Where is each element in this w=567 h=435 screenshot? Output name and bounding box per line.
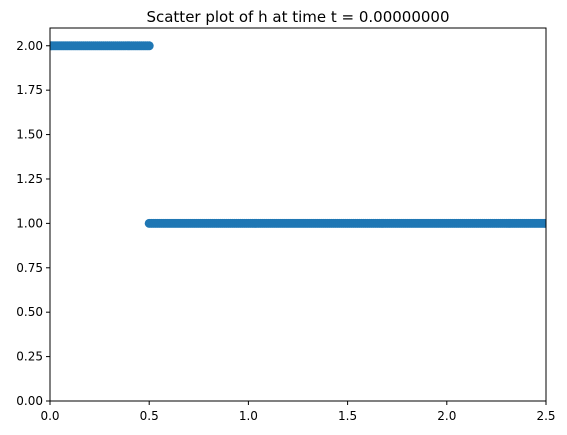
y-tick-label: 0.50 — [16, 305, 43, 319]
y-tick-label: 1.50 — [16, 128, 43, 142]
x-tick-label: 1.0 — [239, 409, 258, 423]
y-tick-label: 1.25 — [16, 172, 43, 186]
y-tick-label: 2.00 — [16, 39, 43, 53]
plot-frame — [49, 27, 547, 402]
x-tick-label: 2.5 — [536, 409, 555, 423]
y-tick-label: 1.75 — [16, 83, 43, 97]
y-tick-label: 0.00 — [16, 394, 43, 408]
data-points — [50, 41, 546, 228]
x-tick-label: 0.0 — [40, 409, 59, 423]
y-tick-label: 0.75 — [16, 261, 43, 275]
y-axis: 0.00 0.25 0.50 0.75 1.00 1.25 1.50 1.75 2.00 — [16, 39, 50, 408]
y-tick-label: 1.00 — [16, 216, 43, 230]
x-axis: 0.0 0.5 1.0 1.5 2.0 2.5 — [40, 401, 556, 423]
y-tick-label: 0.25 — [16, 350, 43, 364]
chart-title: Scatter plot of h at time t = 0.00000000 — [146, 8, 449, 26]
scatter-point — [541, 218, 546, 228]
x-tick-label: 1.5 — [338, 409, 357, 423]
x-tick-label: 0.5 — [140, 409, 159, 423]
x-tick-label: 2.0 — [437, 409, 456, 423]
scatter-point — [144, 41, 154, 51]
